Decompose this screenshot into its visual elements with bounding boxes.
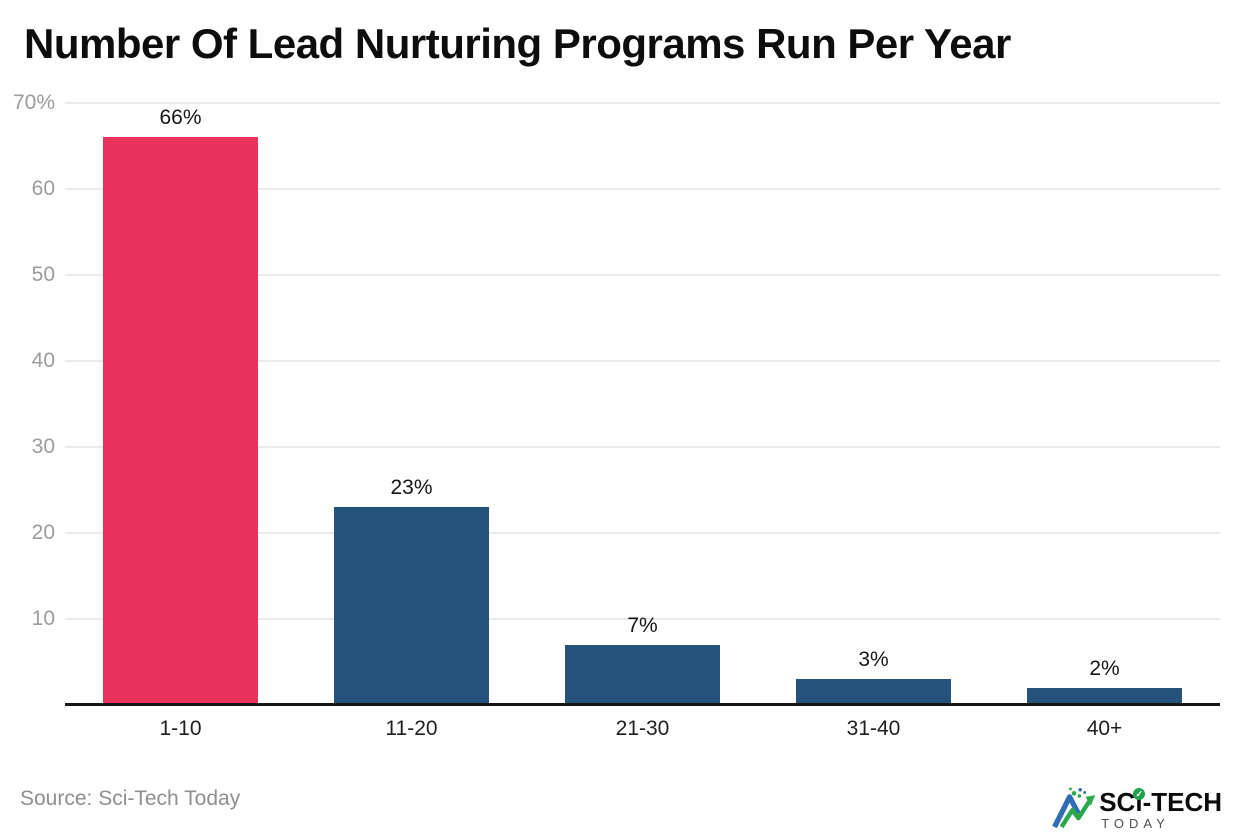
x-tick-label: 1-10	[159, 717, 202, 740]
bar-value-label: 66%	[159, 106, 202, 130]
bar	[333, 507, 490, 705]
gridline	[65, 446, 1220, 448]
x-tick-label: 40+	[1086, 717, 1123, 740]
source-note: Source: Sci-Tech Today	[20, 787, 241, 810]
bar-chart-plot-area: 10 20 30 40 50 60 70% 66% 1-10 23% 11-20 7% 21-30 3% 3…	[13, 92, 1220, 740]
bar-value-label: 23%	[390, 476, 433, 500]
y-tick-label: 30	[31, 435, 55, 458]
logo-wordmark: SCi ✓ -TECH	[1099, 787, 1222, 817]
gridline	[65, 532, 1220, 535]
bar	[564, 644, 721, 705]
bar	[795, 679, 952, 705]
y-tick-label: 60	[31, 177, 55, 200]
gridline	[65, 618, 1220, 621]
page-title: Number Of Lead Nurturing Programs Run Pe…	[24, 20, 1011, 67]
logo-tagline: TODAY	[1101, 816, 1170, 831]
sci-tech-logo-icon	[1052, 787, 1096, 829]
x-axis-line	[65, 703, 1220, 706]
logo-text: SCi ✓ -TECH TODAY	[1099, 787, 1222, 831]
y-tick-label: 50	[31, 263, 55, 286]
logo-prefix: SC	[1099, 787, 1136, 817]
y-tick-label: 40	[31, 349, 55, 373]
bar-value-label: 3%	[858, 648, 889, 672]
gridline	[65, 360, 1220, 363]
bar-value-label: 2%	[1089, 656, 1120, 680]
logo-letter-i: i ✓	[1133, 788, 1146, 815]
gridline	[65, 102, 1220, 104]
bar-value-label: 7%	[627, 613, 658, 637]
bar	[1026, 687, 1183, 705]
gridline	[65, 188, 1220, 190]
y-tick-label: 70%	[12, 91, 55, 114]
gridline	[65, 274, 1220, 276]
sci-tech-today-logo: SCi ✓ -TECH TODAY	[1051, 784, 1222, 831]
check-badge-icon: ✓	[1133, 788, 1146, 800]
bar	[102, 137, 259, 705]
logo-suffix: -TECH	[1142, 787, 1222, 817]
x-tick-label: 21-30	[615, 717, 670, 740]
x-tick-label: 11-20	[385, 717, 438, 740]
y-tick-label: 20	[31, 521, 55, 545]
x-tick-label: 31-40	[846, 717, 901, 740]
y-tick-label: 10	[31, 607, 55, 631]
